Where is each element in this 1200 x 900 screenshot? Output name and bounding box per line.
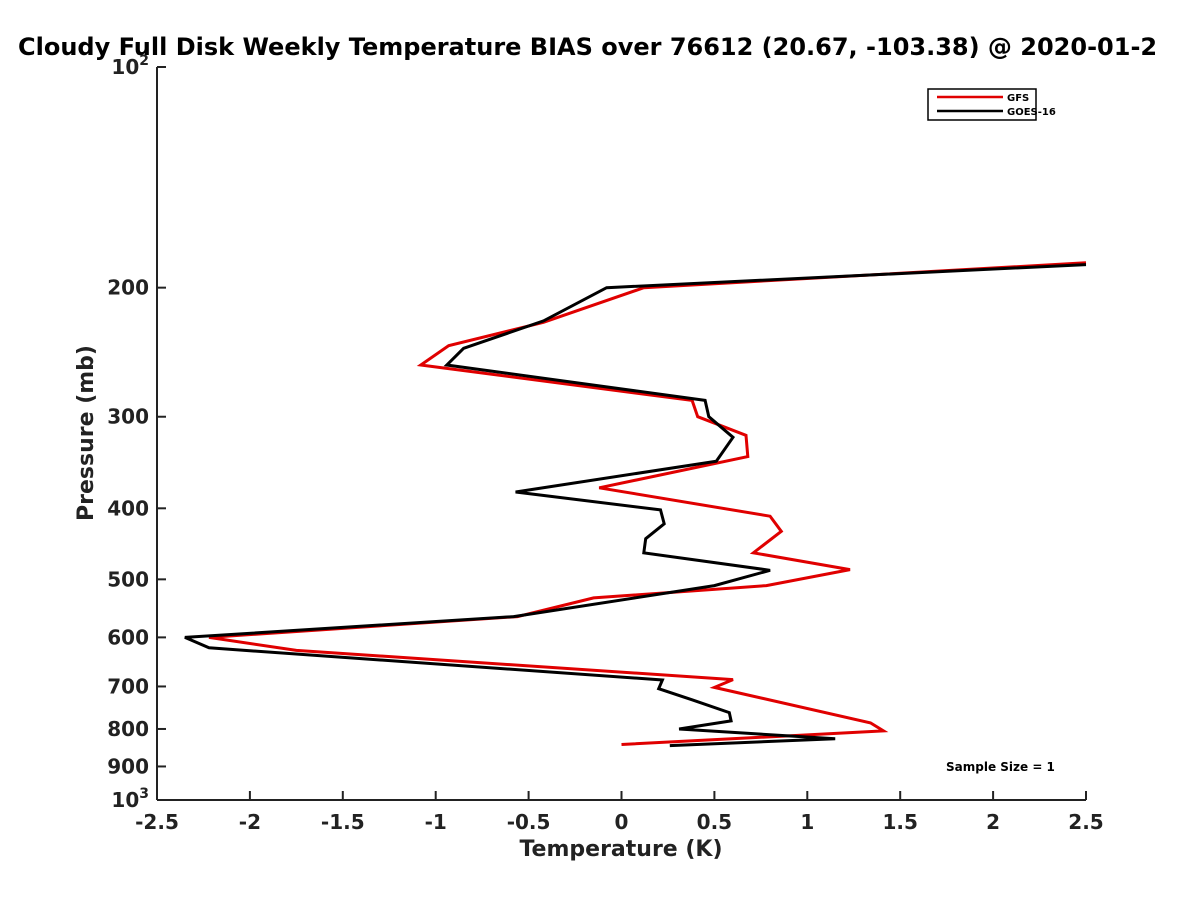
legend: GFS GOES-16 <box>927 88 1056 121</box>
x-tick-label: 1.5 <box>882 810 917 834</box>
y-tick-label: 800 <box>107 717 149 741</box>
x-tick-label: -2.5 <box>135 810 179 834</box>
plot-area <box>156 67 1086 801</box>
chart-title: Cloudy Full Disk Weekly Temperature BIAS… <box>18 33 1157 61</box>
x-tick-label: -1.5 <box>321 810 365 834</box>
y-tick-label: 400 <box>107 496 149 520</box>
y-axis-label: Pressure (mb) <box>74 345 99 521</box>
y-tick-label: 600 <box>107 625 149 649</box>
y-tick-label: 300 <box>107 405 149 429</box>
x-tick-label: 0.5 <box>697 810 732 834</box>
y-tick-label: 200 <box>107 276 149 300</box>
x-tick-label: 0 <box>615 810 629 834</box>
y-tick-label: 500 <box>107 567 149 591</box>
legend-box <box>927 88 1037 121</box>
y-tick-base: 10 <box>111 788 139 812</box>
y-tick-label: 700 <box>107 674 149 698</box>
y-tick-label: 102 <box>111 53 149 79</box>
series-line-goes16 <box>184 263 1087 748</box>
y-tick-label: 103 <box>111 786 149 812</box>
y-tick-exponent: 2 <box>139 53 149 69</box>
series-lines <box>184 261 1087 748</box>
y-tick-exponent: 3 <box>139 786 149 802</box>
series-line-gfs <box>208 261 1087 746</box>
y-tick-label: 900 <box>107 754 149 778</box>
x-tick-label: -0.5 <box>507 810 551 834</box>
x-tick-label: -1 <box>425 810 447 834</box>
x-tick-label: 1 <box>800 810 814 834</box>
y-tick-base: 10 <box>111 55 139 79</box>
x-axis-label: Temperature (K) <box>519 837 722 862</box>
x-tick-label: 2.5 <box>1068 810 1103 834</box>
x-tick-label: 2 <box>986 810 1000 834</box>
legend-label-gfs: GFS <box>1007 93 1029 104</box>
sample-size-note: Sample Size = 1 <box>946 760 1055 774</box>
x-ticks: -2.5 -2 -1.5 -1 -0.5 0 0.5 1 1.5 2 2.5 <box>135 791 1104 834</box>
legend-label-goes16: GOES-16 <box>1007 107 1056 118</box>
x-tick-label: -2 <box>239 810 261 834</box>
